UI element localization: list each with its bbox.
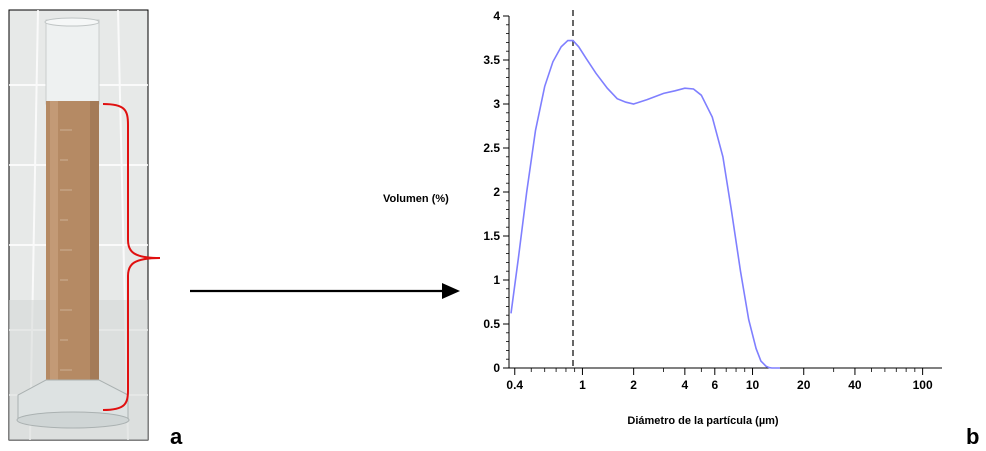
- y-axis: 0 0.5 1 1.5 2 2.5 3 3.5 4: [483, 9, 510, 375]
- cylinder-photo: [8, 9, 161, 441]
- x-tick-label: 1: [579, 378, 586, 392]
- graduation-marks: [60, 129, 72, 371]
- x-tick-label: 0.4: [506, 378, 523, 392]
- y-tick-label: 4: [493, 9, 500, 23]
- series-line: [510, 39, 780, 369]
- liquid-highlight: [50, 101, 58, 396]
- y-tick-label: 2: [493, 185, 500, 199]
- connector-arrow: [190, 283, 460, 299]
- x-tick-label: 6: [711, 378, 718, 392]
- y-tick-label: 0: [493, 361, 500, 375]
- x-tick-label: 100: [913, 378, 933, 392]
- y-tick-label: 3: [493, 97, 500, 111]
- red-brace: [102, 103, 161, 411]
- x-tick-label: 2: [630, 378, 637, 392]
- cylinder-rim: [44, 17, 100, 27]
- x-axis: 0.4 1 2 4 6 10 20 40 100: [506, 367, 942, 392]
- chart: 0 0.5 1 1.5 2 2.5 3 3.5 4 0.4 1 2 4 6 10 20 40 100 Volum…: [383, 9, 942, 427]
- liquid-shade: [90, 101, 99, 396]
- x-tick-label: 20: [797, 378, 811, 392]
- panel-letter-a: a: [170, 424, 183, 449]
- y-tick-label: 0.5: [483, 317, 500, 331]
- x-tick-label: 40: [848, 378, 862, 392]
- panel-letter-b: b: [966, 424, 980, 449]
- x-tick-label: 4: [682, 378, 689, 392]
- y-tick-label: 3.5: [483, 53, 500, 67]
- y-axis-label: Volumen (%): [383, 193, 449, 205]
- x-axis-label: Diámetro de la partícula (µm): [627, 415, 779, 427]
- cylinder-empty-top: [45, 19, 100, 105]
- y-tick-label: 1.5: [483, 229, 500, 243]
- y-tick-label: 1: [493, 273, 500, 287]
- base-bottom: [16, 411, 130, 429]
- x-tick-label: 10: [746, 378, 760, 392]
- y-tick-label: 2.5: [483, 141, 500, 155]
